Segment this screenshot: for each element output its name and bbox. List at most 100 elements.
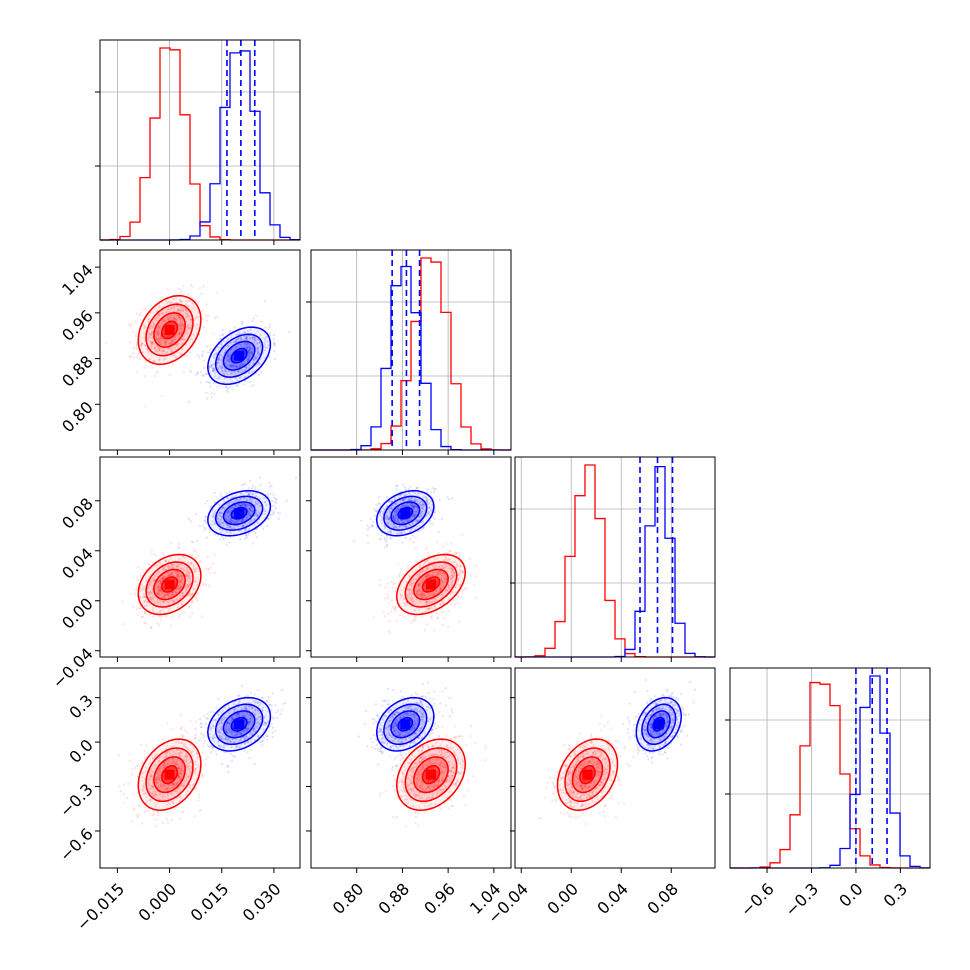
scatter-point bbox=[204, 758, 208, 761]
scatter-point bbox=[213, 367, 216, 370]
scatter-point bbox=[190, 553, 194, 556]
scatter-point bbox=[187, 585, 190, 588]
scatter-point bbox=[447, 625, 450, 628]
scatter-point bbox=[254, 354, 257, 357]
scatter-point bbox=[190, 593, 193, 596]
scatter-point bbox=[179, 298, 182, 301]
scatter-point bbox=[156, 332, 159, 336]
scatter-point bbox=[395, 620, 398, 623]
scatter-point bbox=[278, 512, 281, 515]
scatter-point bbox=[254, 531, 257, 534]
scatter-point bbox=[166, 288, 169, 291]
scatter-point bbox=[205, 536, 209, 539]
scatter-point bbox=[187, 574, 190, 578]
scatter-point bbox=[163, 357, 166, 360]
scatter-point bbox=[173, 316, 176, 319]
scatter-point bbox=[139, 589, 142, 593]
scatter-point bbox=[244, 337, 248, 340]
scatter-point bbox=[136, 587, 139, 591]
scatter-point bbox=[424, 548, 427, 551]
scatter-point bbox=[233, 521, 236, 525]
scatter-point bbox=[240, 504, 243, 508]
scatter-point bbox=[229, 365, 233, 368]
scatter-point bbox=[141, 588, 144, 591]
scatter-point bbox=[235, 498, 238, 501]
scatter-point bbox=[274, 497, 278, 501]
scatter-point bbox=[246, 329, 249, 333]
scatter-point bbox=[151, 596, 154, 600]
scatter-point bbox=[248, 507, 252, 510]
scatter-point bbox=[159, 589, 162, 592]
scatter-point bbox=[233, 521, 236, 525]
scatter-point bbox=[180, 574, 184, 578]
scatter-point bbox=[151, 366, 154, 370]
scatter-point bbox=[147, 592, 151, 595]
scatter-point bbox=[237, 524, 240, 527]
scatter-point bbox=[178, 316, 181, 319]
scatter-point bbox=[169, 308, 172, 311]
scatter-point bbox=[245, 336, 249, 339]
scatter-point bbox=[257, 350, 260, 354]
scatter-point bbox=[244, 337, 247, 341]
scatter-point bbox=[167, 601, 170, 604]
scatter-point bbox=[367, 528, 370, 531]
scatter-point bbox=[406, 566, 409, 569]
scatter-point bbox=[272, 342, 276, 345]
scatter-point bbox=[192, 333, 195, 337]
scatter-point bbox=[436, 540, 439, 543]
scatter-point bbox=[140, 341, 143, 344]
scatter-point bbox=[239, 520, 242, 523]
scatter-point bbox=[160, 589, 163, 593]
scatter-point bbox=[227, 526, 230, 529]
scatter-point bbox=[213, 369, 217, 372]
scatter-point bbox=[244, 502, 247, 505]
diag-panel-p0 bbox=[99, 39, 301, 241]
scatter-point bbox=[134, 320, 137, 323]
scatter-point bbox=[407, 488, 410, 491]
scatter-point bbox=[186, 323, 190, 326]
panel-content bbox=[117, 685, 287, 828]
scatter-point bbox=[173, 313, 176, 316]
scatter-point bbox=[214, 501, 217, 504]
scatter-point bbox=[227, 352, 231, 355]
scatter-point bbox=[243, 343, 246, 346]
scatter-point bbox=[246, 523, 249, 527]
scatter-point bbox=[248, 349, 252, 352]
scatter-panel-p2-p1 bbox=[310, 456, 512, 658]
scatter-point bbox=[255, 513, 258, 517]
scatter-point bbox=[150, 332, 153, 335]
scatter-point bbox=[135, 370, 139, 373]
scatter-point bbox=[173, 347, 176, 350]
scatter-point bbox=[169, 599, 172, 602]
scatter-point bbox=[148, 327, 151, 330]
scatter-point bbox=[157, 589, 161, 592]
scatter-point bbox=[212, 381, 216, 384]
scatter-point bbox=[149, 327, 152, 330]
scatter-point bbox=[234, 338, 238, 341]
scatter-point bbox=[155, 316, 159, 319]
scatter-point bbox=[196, 353, 199, 357]
scatter-point bbox=[187, 517, 191, 521]
scatter-point bbox=[158, 602, 161, 605]
scatter-point bbox=[288, 330, 291, 333]
scatter-point bbox=[179, 292, 182, 295]
scatter-point bbox=[227, 344, 230, 347]
scatter-point bbox=[189, 300, 192, 303]
scatter-point bbox=[153, 553, 157, 556]
scatter-point bbox=[157, 325, 160, 328]
scatter-point bbox=[245, 336, 248, 339]
scatter-point bbox=[145, 600, 149, 603]
scatter-point bbox=[141, 596, 145, 599]
scatter-point bbox=[137, 352, 141, 355]
scatter-point bbox=[245, 366, 249, 369]
scatter-point bbox=[188, 583, 191, 586]
scatter-point bbox=[158, 303, 161, 307]
scatter-point bbox=[152, 810, 155, 813]
scatter-point bbox=[169, 624, 173, 627]
scatter-point bbox=[409, 537, 412, 541]
scatter-point bbox=[395, 488, 398, 491]
scatter-point bbox=[463, 587, 466, 591]
scatter-point bbox=[161, 591, 164, 594]
scatter-point bbox=[243, 503, 247, 506]
scatter-point bbox=[248, 363, 251, 366]
